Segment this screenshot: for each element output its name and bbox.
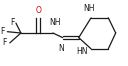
Text: NH: NH [83, 4, 94, 13]
Text: F: F [10, 18, 15, 27]
Text: HN: HN [77, 47, 88, 56]
Text: F: F [0, 27, 4, 36]
Text: F: F [2, 38, 7, 47]
Text: N: N [59, 44, 64, 53]
Text: NH: NH [49, 18, 61, 27]
Text: O: O [35, 6, 41, 15]
